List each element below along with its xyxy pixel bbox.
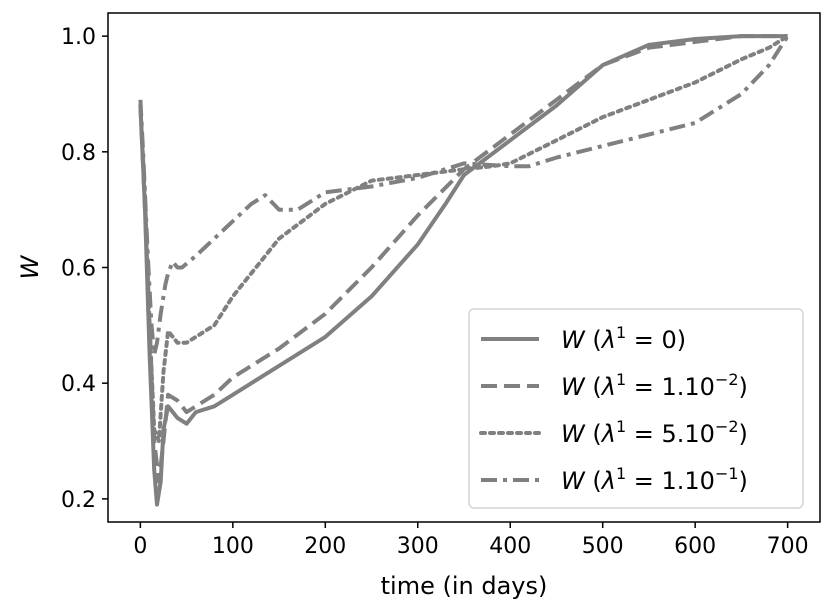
series-line-3 (138, 34, 790, 443)
legend-label-4: W (λ1 = 1.10−1) (561, 464, 748, 495)
series-line-2 (138, 34, 788, 484)
legend-box (468, 308, 804, 509)
x-tick-label: 700 (767, 534, 809, 559)
y-axis-label: W (16, 254, 44, 279)
series-line-4 (138, 35, 790, 357)
legend-label-1: W (λ1 = 0) (561, 323, 686, 354)
y-tick-label: 0.8 (61, 141, 96, 166)
x-tick-label: 200 (304, 534, 346, 559)
x-tick-label: 600 (674, 534, 716, 559)
x-tick-label: 0 (133, 534, 147, 559)
x-axis: 0 100 200 300 400 500 600 700 (133, 522, 809, 559)
x-tick-label: 300 (397, 534, 439, 559)
legend: W (λ1 = 0) W (λ1 = 1.10−2) W (λ1 = 5.10−2)… (468, 308, 804, 509)
y-axis: 0.2 0.4 0.6 0.8 1.0 (61, 25, 108, 513)
y-tick-label: 1.0 (61, 25, 96, 50)
x-axis-label: time (in days) (381, 572, 548, 600)
y-tick-label: 0.6 (61, 257, 96, 282)
legend-label-3: W (λ1 = 5.10−2) (561, 417, 748, 448)
x-tick-label: 400 (489, 534, 531, 559)
x-tick-label: 100 (212, 534, 254, 559)
legend-label-2: W (λ1 = 1.10−2) (561, 370, 748, 401)
y-tick-label: 0.2 (61, 488, 96, 513)
y-tick-label: 0.4 (61, 372, 96, 397)
x-tick-label: 500 (582, 534, 624, 559)
series-layer (138, 34, 790, 507)
